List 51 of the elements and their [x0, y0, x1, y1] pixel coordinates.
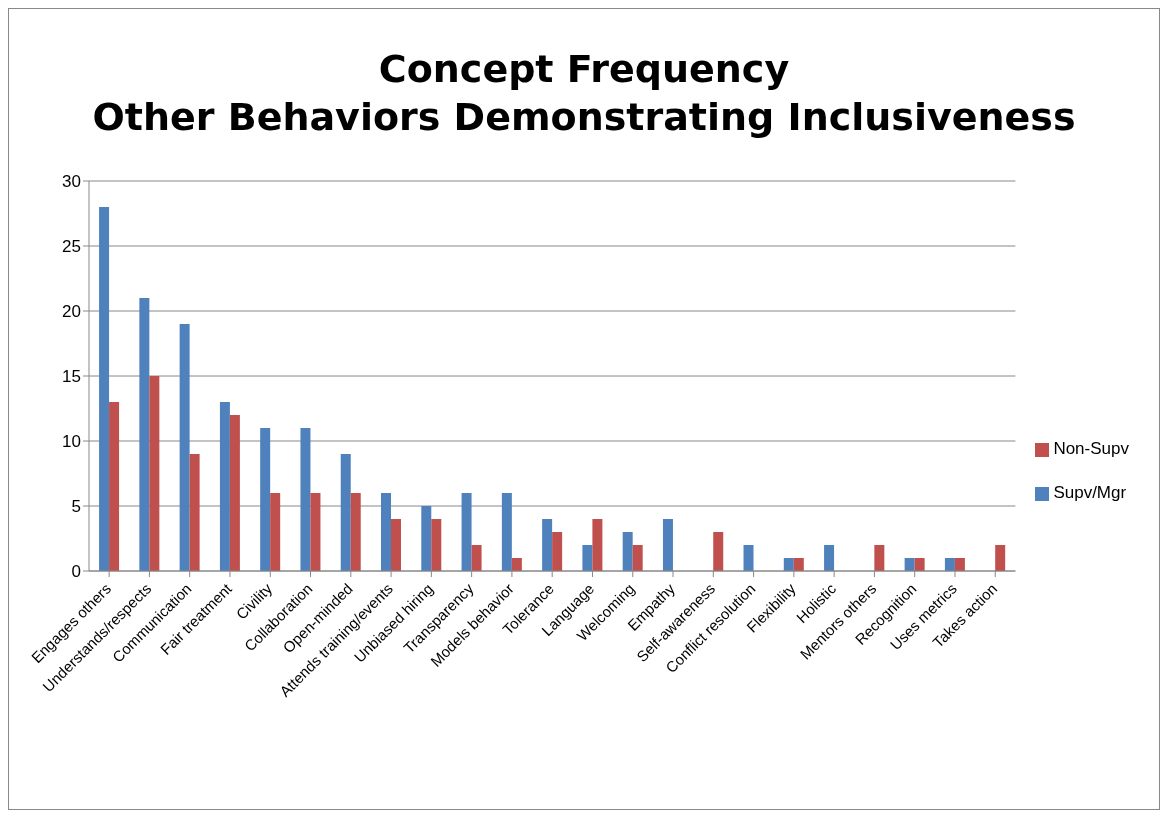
bar	[874, 545, 885, 571]
bar	[713, 532, 724, 571]
bar	[260, 428, 271, 571]
bar	[350, 493, 361, 571]
bar	[340, 454, 351, 571]
y-tick-label: 15	[62, 367, 81, 387]
bar	[99, 207, 110, 571]
bar	[743, 545, 754, 571]
bar	[461, 493, 472, 571]
y-tick-label: 20	[62, 302, 81, 322]
bar	[270, 493, 281, 571]
bar	[139, 298, 150, 571]
y-tick-label: 10	[62, 432, 81, 452]
bar	[552, 532, 563, 571]
y-tick-label: 25	[62, 237, 81, 257]
bar	[149, 376, 160, 571]
bar	[632, 545, 643, 571]
bar	[824, 545, 835, 571]
bar	[300, 428, 311, 571]
bar	[662, 519, 673, 571]
bar	[219, 402, 230, 571]
y-tick-label: 30	[62, 172, 81, 192]
bar	[793, 558, 804, 571]
bar	[511, 558, 522, 571]
y-tick-label: 5	[71, 497, 81, 517]
bar	[381, 493, 392, 571]
bar	[391, 519, 402, 571]
chart-subtitle: Other Behaviors Demonstrating Inclusiveness	[91, 94, 1077, 141]
bar	[542, 519, 553, 571]
bar	[229, 415, 240, 571]
bar	[421, 506, 432, 571]
bar	[471, 545, 482, 571]
bar	[310, 493, 321, 571]
bar	[179, 324, 190, 571]
legend-label: Supv/Mgr	[1053, 483, 1127, 502]
y-tick-label: 0	[71, 562, 81, 582]
bar	[904, 558, 915, 571]
bar	[109, 402, 120, 571]
bar	[431, 519, 442, 571]
bar	[582, 545, 593, 571]
bar	[622, 532, 633, 571]
bar	[944, 558, 955, 571]
bar	[189, 454, 200, 571]
bar	[501, 493, 512, 571]
bar	[954, 558, 965, 571]
bar	[783, 558, 794, 571]
bar	[914, 558, 925, 571]
chart-title: Concept Frequency	[377, 46, 791, 93]
bar	[592, 519, 603, 571]
bar	[995, 545, 1006, 571]
legend-label: Non-Supv	[1053, 439, 1129, 458]
